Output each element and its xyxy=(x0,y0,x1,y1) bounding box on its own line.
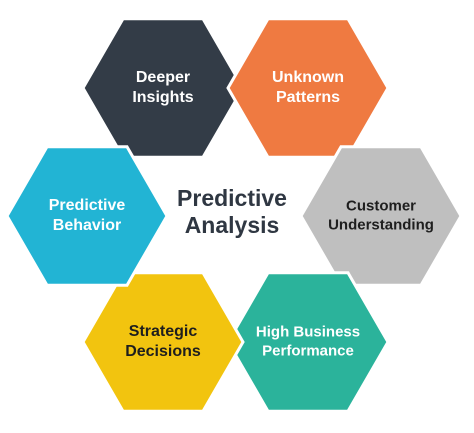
hexagon-strategic-decisions xyxy=(81,271,245,413)
center-title: Predictive Analysis xyxy=(177,184,287,238)
hexagon-customer-understanding xyxy=(299,145,463,287)
hex-label-customer-understanding: Customer Understanding xyxy=(328,197,434,233)
hexagon-deeper-insights xyxy=(81,17,245,159)
hex-label-unknown-patterns: Unknown Patterns xyxy=(272,69,344,106)
hex-label-high-business-performance: High Business Performance xyxy=(255,323,361,359)
hex-label-strategic-decisions: Strategic Decisions xyxy=(125,323,201,360)
hex-label-deeper-insights: Deeper Insights xyxy=(132,69,194,106)
hexagon-predictive-behavior xyxy=(5,145,169,287)
hex-label-predictive-behavior: Predictive Behavior xyxy=(48,197,126,234)
